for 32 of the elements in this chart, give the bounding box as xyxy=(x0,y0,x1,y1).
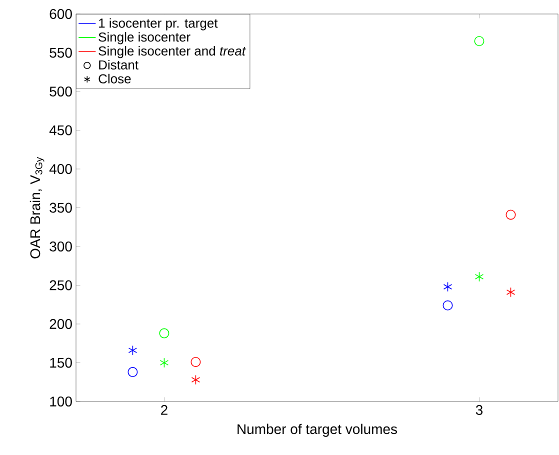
y-tick-label: 350 xyxy=(50,202,72,213)
point xyxy=(474,272,484,282)
point xyxy=(474,36,484,46)
point xyxy=(506,287,516,298)
legend-label: Single isocenter xyxy=(98,32,190,44)
point xyxy=(128,367,138,378)
point xyxy=(128,345,138,356)
y-tick-label: 450 xyxy=(49,125,72,136)
legend-label: Close xyxy=(98,74,131,84)
point xyxy=(506,210,516,220)
y-tick-label: 250 xyxy=(50,280,72,290)
y-tick-label: 200 xyxy=(50,319,72,329)
y-tick-label: 500 xyxy=(50,86,72,96)
y-tick-label: 400 xyxy=(49,164,72,174)
point xyxy=(190,356,201,367)
legend-label: Single isocenter and treat xyxy=(98,46,246,58)
y-tick-label: 600 xyxy=(50,9,72,19)
y-tick-label: 100 xyxy=(50,396,72,406)
y-axis-title: OAR Brain, V$_{3Gy}$ xyxy=(30,157,44,258)
x-axis-title: Number of target volumes xyxy=(238,424,398,437)
y-tick-label: 150 xyxy=(50,358,72,368)
legend-label: 1 isocenter pr. target xyxy=(99,18,218,30)
y-tick-label: 300 xyxy=(50,242,72,252)
point xyxy=(191,374,200,385)
point xyxy=(160,358,169,368)
point xyxy=(443,282,452,292)
x-tick-label: 3 xyxy=(476,405,483,415)
y-tick-label: 550 xyxy=(50,48,72,58)
point xyxy=(159,328,170,338)
x-tick-label: 2 xyxy=(161,405,168,415)
legend-label: Distant xyxy=(99,60,138,70)
point xyxy=(442,300,453,310)
